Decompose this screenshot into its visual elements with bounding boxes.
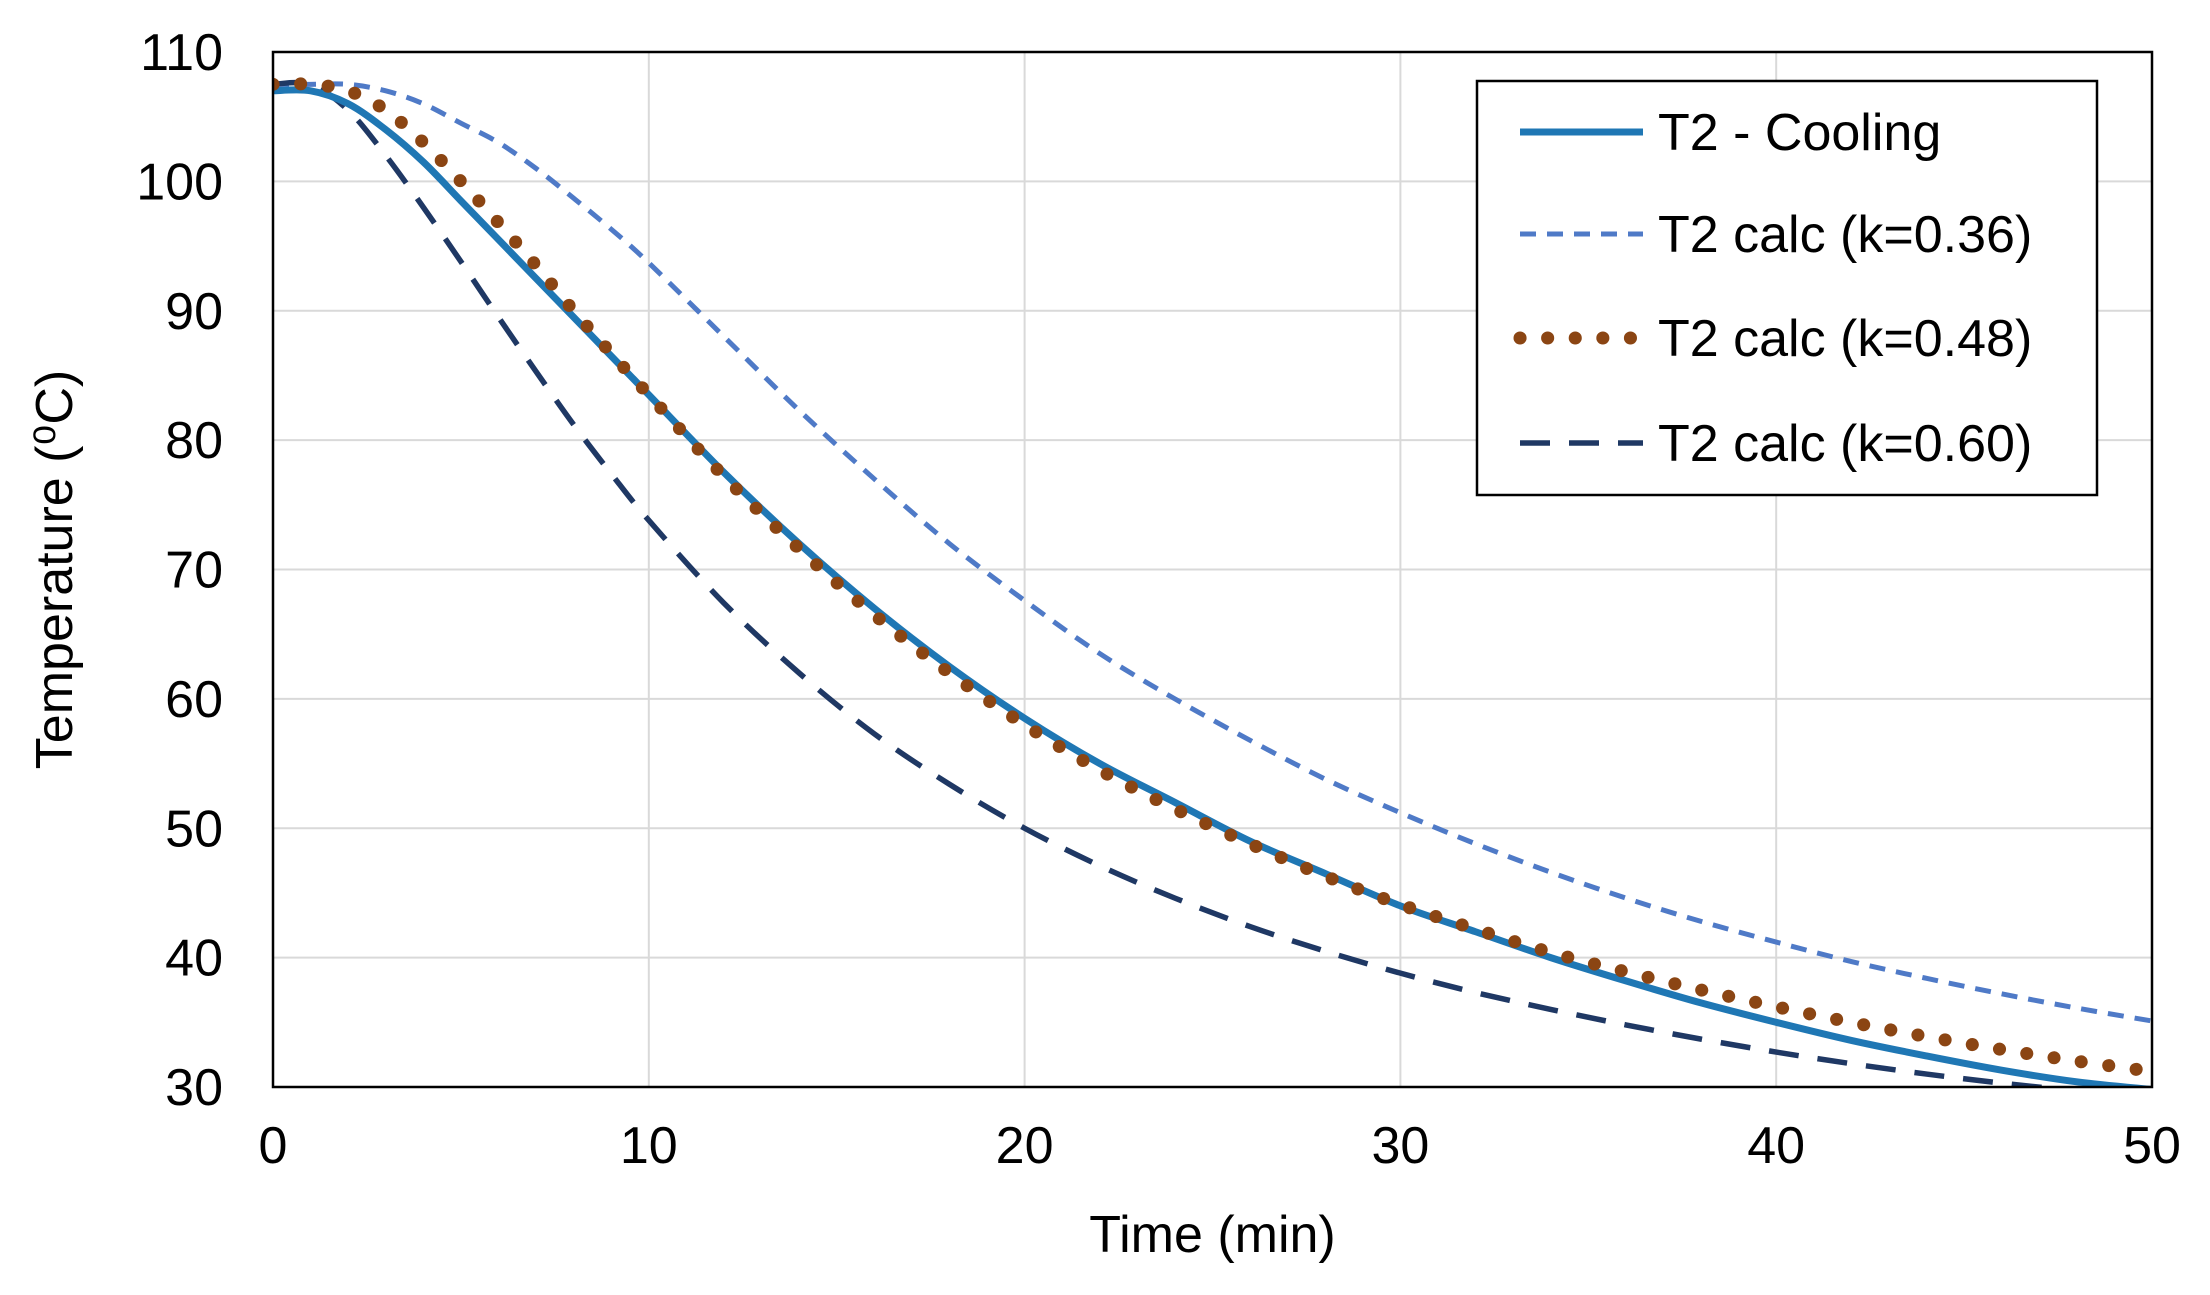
tick-labels: 0 10 20 30 40 50 30 40 50 60 70 80 90 100 110	[136, 24, 2181, 1175]
y-tick-label: 80	[165, 412, 223, 470]
series-line-t2-calc-k-0-60	[273, 79, 2066, 1087]
series-line-t2-cooling	[273, 86, 2152, 1087]
plot-area-frame	[271, 50, 2154, 1089]
legend-label-t2-cooling: T2 - Cooling	[1658, 104, 1941, 162]
x-tick-label: 40	[1747, 1117, 1805, 1175]
legend-label-t2-calc-k-0-60: T2 calc (k=0.60)	[1658, 415, 2032, 473]
x-axis-title: Time (min)	[1089, 1206, 1336, 1264]
series-line-t2-calc-k-0-36	[273, 81, 2152, 1024]
y-tick-label: 60	[165, 671, 223, 729]
y-tick-label: 40	[165, 930, 223, 988]
y-tick-label: 110	[140, 24, 223, 82]
x-tick-label: 0	[259, 1117, 288, 1175]
x-tick-label: 30	[1371, 1117, 1429, 1175]
x-tick-label: 10	[620, 1117, 678, 1175]
series-layer	[273, 77, 2152, 1087]
x-tick-label: 50	[2123, 1117, 2181, 1175]
legend-label-t2-calc-k-0-48: T2 calc (k=0.48)	[1658, 310, 2032, 368]
legend-box	[1475, 79, 2099, 497]
legend: T2 - Cooling T2 calc (k=0.36) T2 calc (k=0…	[1475, 79, 2099, 497]
y-tick-label: 50	[165, 800, 223, 858]
series-line-t2-calc-k-0-48	[273, 77, 2152, 1078]
legend-label-t2-calc-k-0-36: T2 calc (k=0.36)	[1658, 206, 2032, 264]
y-tick-label: 70	[165, 542, 223, 600]
y-tick-label: 90	[165, 283, 223, 341]
x-tick-label: 20	[996, 1117, 1054, 1175]
y-tick-label: 30	[165, 1059, 223, 1117]
y-tick-label: 100	[136, 153, 223, 211]
y-axis-title: Temperature (⁰C)	[26, 370, 84, 769]
